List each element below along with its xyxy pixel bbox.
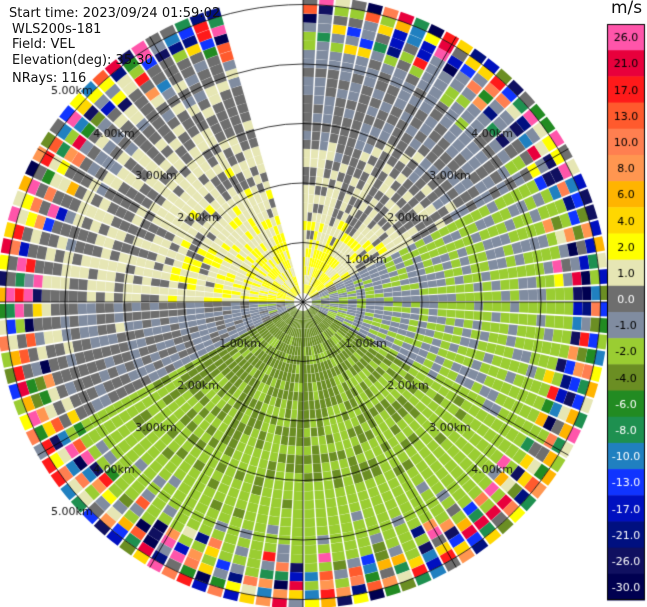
start-time-label: Start time: 2023/09/24 01:59:02 <box>9 6 221 21</box>
field-label: Field: VEL <box>12 37 75 52</box>
instrument-label: WLS200s-181 <box>12 22 102 37</box>
elevation-label: Elevation(deg): 35.30 <box>12 53 153 68</box>
colorbar-unit: m/s <box>611 0 643 18</box>
nrays-label: NRays: 116 <box>12 71 87 86</box>
